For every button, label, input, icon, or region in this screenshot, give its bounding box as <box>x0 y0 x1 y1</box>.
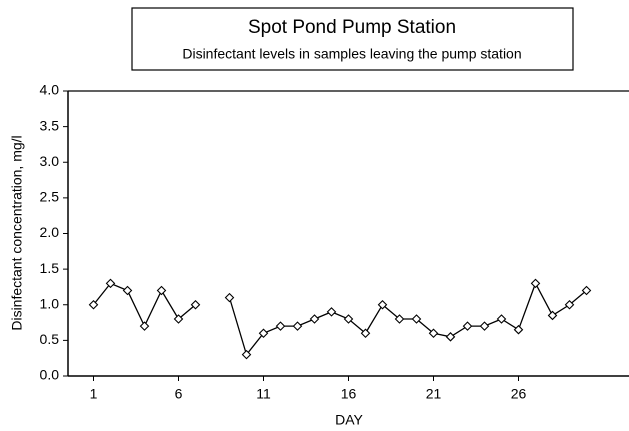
data-point <box>258 328 269 339</box>
y-tick-label: 1.0 <box>40 295 60 311</box>
data-point <box>513 324 524 335</box>
data-point <box>105 278 116 289</box>
data-point <box>479 321 490 331</box>
data-point <box>530 278 541 289</box>
data-point <box>496 314 507 324</box>
data-point <box>445 332 456 342</box>
data-point <box>173 314 184 324</box>
data-point <box>139 321 150 331</box>
y-tick-label: 0.0 <box>40 367 60 383</box>
y-tick-label: 4.0 <box>40 82 60 98</box>
x-tick-label: 16 <box>341 386 357 402</box>
data-point <box>122 285 133 296</box>
x-tick-label: 1 <box>90 386 98 402</box>
data-point <box>564 299 575 310</box>
x-axis-label: DAY <box>335 412 363 428</box>
data-point <box>326 307 337 317</box>
data-point <box>275 321 286 331</box>
data-point <box>88 299 99 310</box>
x-tick-label: 26 <box>511 386 527 402</box>
data-point <box>462 321 473 331</box>
data-point <box>309 314 320 324</box>
x-tick-label: 6 <box>175 386 183 402</box>
y-tick-label: 2.5 <box>40 189 60 205</box>
x-tick-label: 11 <box>256 386 271 402</box>
data-point <box>241 349 252 360</box>
chart-subtitle: Disinfectant levels in samples leaving t… <box>182 46 521 62</box>
data-point <box>377 299 388 310</box>
data-point <box>394 314 405 324</box>
data-point <box>190 299 201 310</box>
y-tick-label: 3.0 <box>40 153 60 169</box>
data-line <box>92 281 587 357</box>
data-point <box>411 314 422 324</box>
title-box <box>131 7 574 71</box>
y-tick-label: 0.5 <box>40 331 60 347</box>
data-point <box>224 292 235 303</box>
x-tick-label: 21 <box>426 386 442 402</box>
y-axis-label: Disinfectant concentration, mg/l <box>9 135 25 330</box>
data-point <box>156 285 167 296</box>
data-point <box>343 314 354 324</box>
y-tick-label: 3.5 <box>40 117 60 133</box>
y-tick-label: 1.5 <box>40 260 60 276</box>
chart-title: Spot Pond Pump Station <box>248 17 456 38</box>
data-point <box>428 328 439 339</box>
data-point <box>360 328 371 339</box>
y-tick-label: 2.0 <box>40 224 60 240</box>
data-point <box>547 310 558 321</box>
data-point <box>292 321 303 331</box>
data-point <box>581 285 592 296</box>
